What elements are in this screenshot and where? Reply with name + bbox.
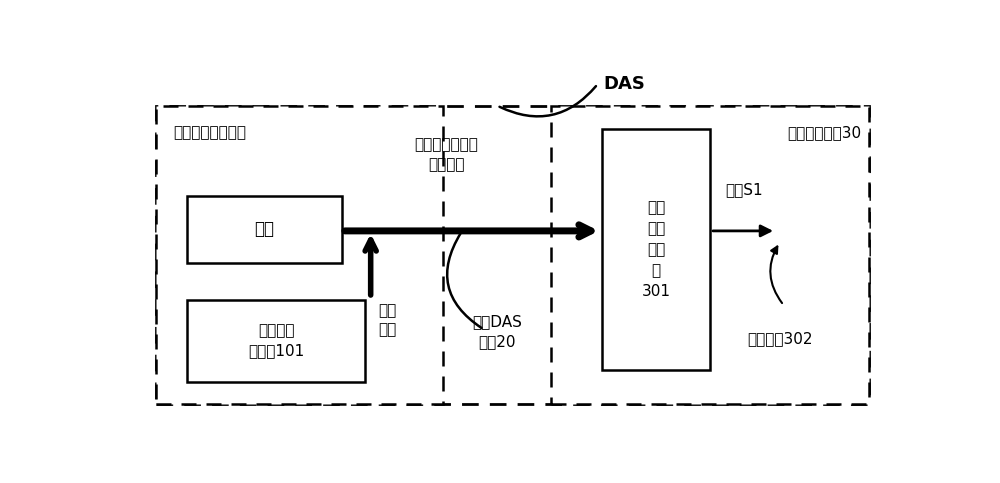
FancyArrowPatch shape — [447, 233, 481, 328]
Text: 下行射频信号、
本振信号: 下行射频信号、 本振信号 — [415, 137, 479, 172]
Polygon shape — [156, 106, 443, 404]
FancyArrowPatch shape — [499, 86, 596, 116]
Polygon shape — [551, 106, 869, 404]
Polygon shape — [602, 128, 710, 370]
FancyArrowPatch shape — [770, 246, 782, 303]
Text: DAS: DAS — [603, 75, 645, 93]
Text: 本振
信号: 本振 信号 — [378, 303, 396, 338]
Text: 无源DAS
线路20: 无源DAS 线路20 — [472, 314, 522, 349]
Text: 远端发射设备30: 远端发射设备30 — [787, 125, 861, 140]
Text: 第一天线302: 第一天线302 — [747, 331, 813, 346]
Text: 近端信号发生设备: 近端信号发生设备 — [173, 125, 246, 140]
Text: 第一信号
发生器101: 第一信号 发生器101 — [248, 323, 304, 358]
Polygon shape — [187, 299, 365, 382]
Text: 第一
无源
混频
器
301: 第一 无源 混频 器 301 — [641, 200, 670, 299]
Polygon shape — [156, 106, 869, 404]
Text: 信号S1: 信号S1 — [726, 183, 763, 198]
Text: 信源: 信源 — [254, 220, 274, 238]
Polygon shape — [187, 196, 342, 262]
